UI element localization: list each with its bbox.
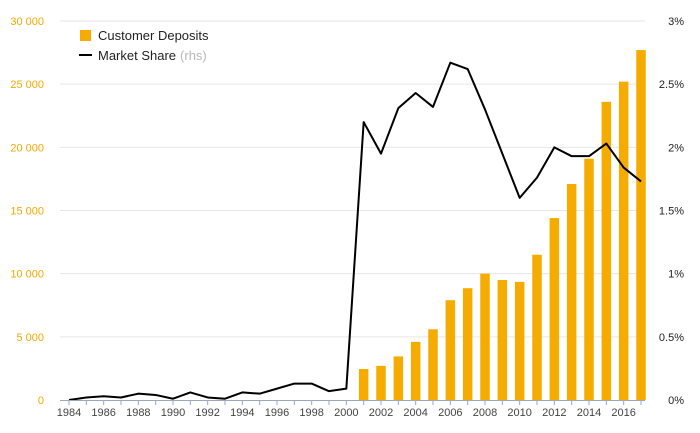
- x-tick-label: 1994: [230, 407, 254, 419]
- x-tick-label: 1998: [299, 407, 323, 419]
- deposit-bar: [462, 288, 473, 400]
- x-tick-label: 1984: [57, 407, 81, 419]
- x-tick-label: 2006: [438, 407, 462, 419]
- legend: Customer Deposits Market Share (rhs): [79, 28, 209, 63]
- x-tick-label: 1990: [161, 407, 185, 419]
- y-right-tick-label: 0.5%: [659, 332, 684, 344]
- x-tick-label: 2012: [542, 407, 566, 419]
- legend-market-share-name: Market Share: [98, 48, 176, 63]
- gridlines: [60, 20, 645, 338]
- deposit-bar: [549, 218, 560, 400]
- deposit-bar: [393, 356, 404, 400]
- x-tick-label: 1996: [265, 407, 289, 419]
- deposit-bar: [376, 365, 386, 400]
- deposit-bar: [514, 281, 525, 400]
- y-left-tick-label: 5 000: [16, 332, 44, 344]
- deposit-bar: [497, 279, 508, 400]
- y-left-tick-label: 10 000: [10, 269, 44, 281]
- x-tick-label: 2016: [611, 407, 635, 419]
- y-left-tick-label: 0: [38, 395, 44, 407]
- x-tick-label: 2008: [473, 407, 497, 419]
- y-left-tick-label: 30 000: [10, 16, 44, 28]
- deposit-bar: [428, 329, 438, 400]
- y-left-tick-label: 25 000: [10, 79, 44, 91]
- deposit-bar: [636, 50, 646, 400]
- x-tick-label: 2004: [403, 407, 427, 419]
- deposit-bar: [445, 300, 456, 400]
- y-left-tick-label: 20 000: [10, 142, 44, 154]
- deposit-bar: [410, 341, 421, 400]
- deposit-bar: [618, 81, 629, 400]
- market-share-line: [68, 61, 642, 401]
- bars: [358, 50, 646, 400]
- legend-label-deposits: Customer Deposits: [98, 28, 209, 43]
- x-tick-label: 1986: [91, 407, 115, 419]
- market-share-line-group: [68, 61, 642, 401]
- legend-label-market-share: Market Share (rhs): [98, 48, 207, 63]
- y-right-tick-label: 1.5%: [659, 206, 684, 218]
- x-tick-label: 2002: [369, 407, 393, 419]
- deposit-bar: [358, 369, 369, 400]
- deposit-bar: [601, 101, 612, 400]
- legend-swatch-deposits: [80, 30, 91, 41]
- legend-market-share-note: (rhs): [180, 48, 207, 63]
- x-tick-label: 1992: [195, 407, 219, 419]
- y-right-tick-label: 0%: [668, 395, 684, 407]
- y-right-tick-label: 2%: [668, 142, 684, 154]
- x-tick-label: 2000: [334, 407, 358, 419]
- deposit-bar: [566, 183, 577, 400]
- axes: 0 5 000 10 000 15 000 20 000 25 000 30 000 0% 0.…: [10, 16, 684, 419]
- deposit-bar: [480, 273, 490, 400]
- x-tick-label: 2010: [507, 407, 531, 419]
- deposit-bar: [584, 158, 594, 400]
- x-tick-label: 1988: [126, 407, 150, 419]
- y-right-tick-label: 3%: [668, 16, 684, 28]
- y-right-tick-label: 1%: [668, 269, 684, 281]
- y-right-tick-label: 2.5%: [659, 79, 684, 91]
- deposit-bar: [532, 254, 542, 400]
- x-tick-label: 2014: [577, 407, 601, 419]
- y-left-tick-label: 15 000: [10, 206, 44, 218]
